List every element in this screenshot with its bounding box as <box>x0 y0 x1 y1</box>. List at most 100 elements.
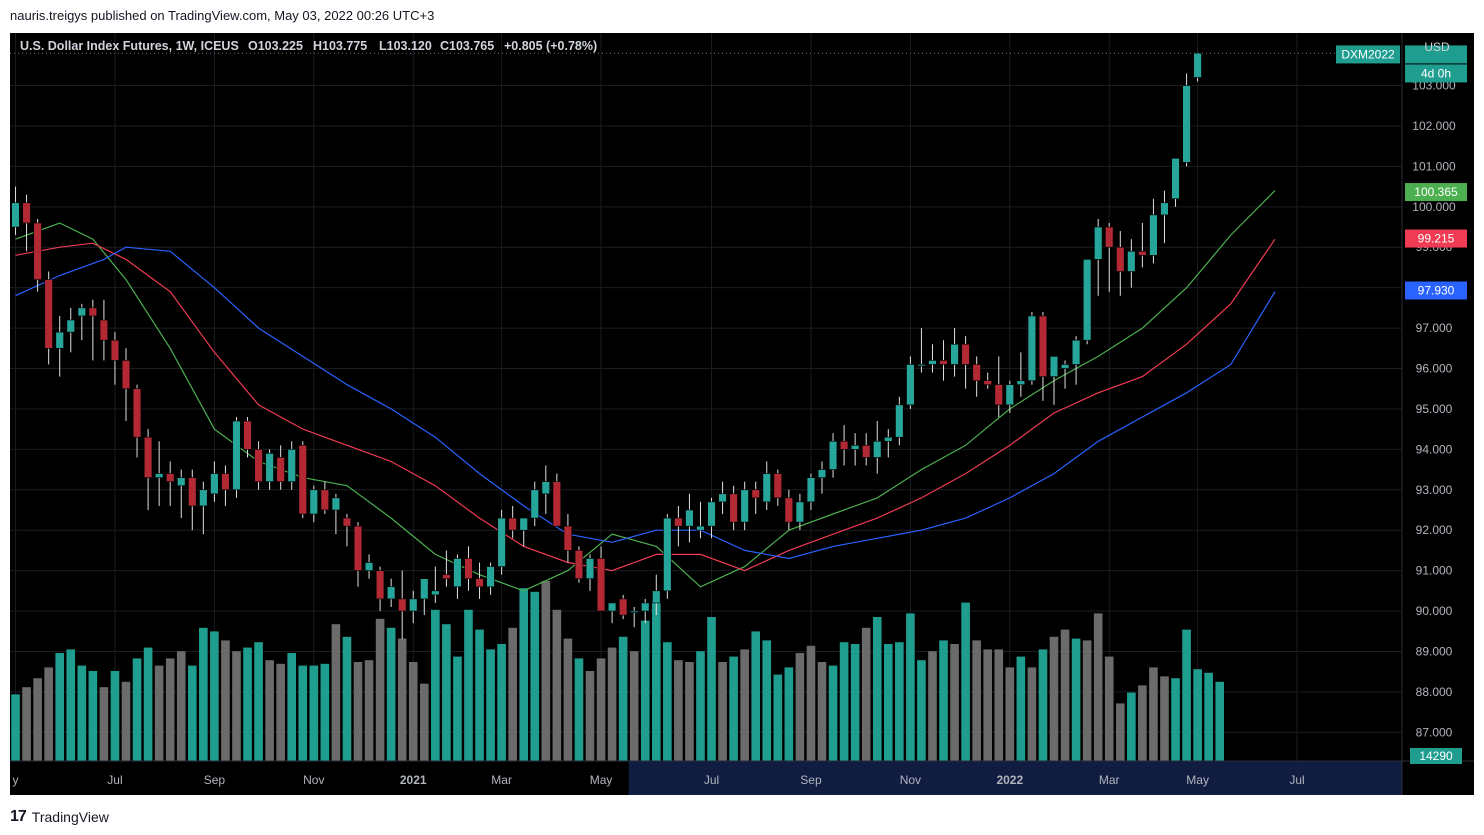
candle[interactable] <box>906 356 915 409</box>
candle[interactable] <box>364 554 374 579</box>
candle[interactable] <box>828 433 838 478</box>
candle[interactable] <box>55 315 64 377</box>
candle[interactable] <box>1182 73 1191 167</box>
candle[interactable] <box>972 356 981 397</box>
price-tag[interactable] <box>1405 64 1467 83</box>
candle[interactable] <box>320 481 330 515</box>
candle[interactable] <box>143 429 153 510</box>
candle[interactable] <box>817 461 827 494</box>
candle[interactable] <box>928 344 937 373</box>
candle[interactable] <box>751 481 760 515</box>
candle[interactable] <box>1171 158 1180 207</box>
candle[interactable] <box>596 546 606 612</box>
candle[interactable] <box>718 481 727 515</box>
chart-area[interactable]: 87.000 88.000 89.000 90.000 91.000 92.000 93.0… <box>10 33 1474 795</box>
candle[interactable] <box>961 336 970 389</box>
candle[interactable] <box>254 441 263 490</box>
candle[interactable] <box>88 299 98 361</box>
candle[interactable] <box>221 465 230 506</box>
candle[interactable] <box>519 517 528 547</box>
candle[interactable] <box>166 461 175 506</box>
candle[interactable] <box>232 417 241 498</box>
candle[interactable] <box>177 469 186 519</box>
candle[interactable] <box>276 445 285 490</box>
candle[interactable] <box>707 497 716 539</box>
candle[interactable] <box>674 505 683 547</box>
candle[interactable] <box>11 186 20 236</box>
candle[interactable] <box>121 348 131 422</box>
candle[interactable] <box>895 396 904 446</box>
candle[interactable] <box>541 465 550 515</box>
candle[interactable] <box>862 433 871 466</box>
candle[interactable] <box>353 522 363 587</box>
candle[interactable] <box>585 554 595 591</box>
candle[interactable] <box>696 501 705 539</box>
candle[interactable] <box>1016 352 1026 397</box>
candle[interactable] <box>530 481 539 527</box>
candle[interactable] <box>265 449 274 490</box>
price-tag[interactable] <box>1405 281 1467 300</box>
candle[interactable] <box>740 481 749 531</box>
candle[interactable] <box>409 590 418 624</box>
candle[interactable] <box>99 299 109 361</box>
candle[interactable] <box>375 566 385 612</box>
candle[interactable] <box>33 218 42 292</box>
candle[interactable] <box>386 578 396 607</box>
candle[interactable] <box>983 372 992 389</box>
candle[interactable] <box>1105 222 1114 292</box>
candle[interactable] <box>188 469 197 531</box>
candle[interactable] <box>199 481 208 535</box>
candle[interactable] <box>1160 190 1169 244</box>
candle[interactable] <box>309 485 318 523</box>
candle[interactable] <box>773 469 782 506</box>
price-tag[interactable] <box>1405 229 1467 248</box>
candle[interactable] <box>497 509 506 575</box>
candle[interactable] <box>1038 311 1048 401</box>
candle[interactable] <box>1005 380 1014 413</box>
candle[interactable] <box>1027 311 1037 385</box>
candle[interactable] <box>77 303 86 341</box>
candle[interactable] <box>132 384 142 458</box>
candle[interactable] <box>1082 259 1092 345</box>
candle[interactable] <box>939 340 948 381</box>
candle[interactable] <box>994 356 1003 418</box>
symbol-price-tag[interactable] <box>1336 45 1400 64</box>
candle[interactable] <box>795 493 805 531</box>
candle[interactable] <box>850 433 860 466</box>
candle[interactable] <box>1193 52 1202 82</box>
candle[interactable] <box>685 493 694 543</box>
candle[interactable] <box>630 606 639 628</box>
candle[interactable] <box>663 514 672 599</box>
candle[interactable] <box>950 328 959 377</box>
candle[interactable] <box>298 441 307 519</box>
candle[interactable] <box>1127 239 1136 288</box>
candle[interactable] <box>464 546 473 591</box>
candle[interactable] <box>442 550 451 587</box>
candle[interactable] <box>1060 360 1070 389</box>
candle[interactable] <box>1071 336 1081 385</box>
candle[interactable] <box>839 425 849 466</box>
candle[interactable] <box>486 562 495 595</box>
candle[interactable] <box>243 417 252 458</box>
candle[interactable] <box>110 332 120 385</box>
price-tag[interactable] <box>1405 183 1467 202</box>
symbol-title[interactable]: U.S. Dollar Index Futures, 1W, ICEUS <box>20 39 239 53</box>
tradingview-brand[interactable]: TradingView <box>31 809 109 825</box>
candle[interactable] <box>784 489 794 531</box>
candle[interactable] <box>1138 222 1147 268</box>
candle[interactable] <box>652 574 661 616</box>
candle[interactable] <box>331 493 341 535</box>
volume-tag[interactable] <box>1410 748 1462 764</box>
candle[interactable] <box>641 598 650 624</box>
candle[interactable] <box>22 194 31 252</box>
candle[interactable] <box>475 562 484 599</box>
candle[interactable] <box>574 546 584 583</box>
candle[interactable] <box>917 328 926 373</box>
candle[interactable] <box>453 554 462 599</box>
candle[interactable] <box>729 485 738 531</box>
candle[interactable] <box>873 421 882 474</box>
candle[interactable] <box>1094 218 1103 296</box>
candle[interactable] <box>44 271 53 365</box>
candle[interactable] <box>552 473 562 527</box>
tradingview-logo-icon[interactable]: 17 <box>10 808 27 825</box>
